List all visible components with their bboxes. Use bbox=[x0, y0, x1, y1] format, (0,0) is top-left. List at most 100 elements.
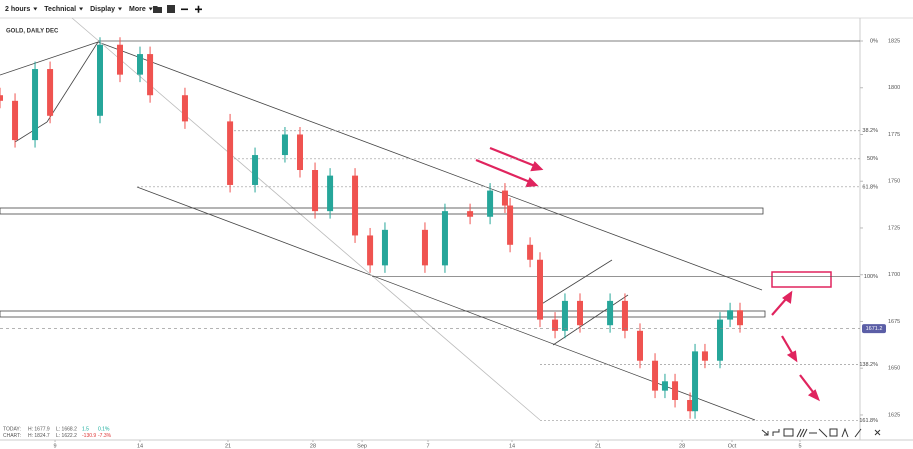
candle-body bbox=[487, 190, 494, 217]
candle-body bbox=[381, 229, 388, 266]
info-text: -130.9 bbox=[82, 433, 96, 439]
target-box bbox=[771, 271, 832, 288]
candle-body bbox=[467, 211, 474, 217]
arrow bbox=[771, 298, 787, 316]
candle-body bbox=[637, 330, 643, 361]
drawing-tools bbox=[761, 427, 881, 438]
arrow-head bbox=[786, 350, 798, 363]
info-text: TODAY: bbox=[3, 426, 21, 432]
x-tick-label: 28 bbox=[679, 443, 685, 449]
x-tick-label: 14 bbox=[137, 443, 143, 449]
info-text: H: 1677.9 bbox=[28, 426, 50, 432]
mini-channel bbox=[552, 294, 629, 346]
y-tick-label: 1675 bbox=[888, 319, 900, 325]
candle-body bbox=[652, 360, 659, 391]
x-tick-label: 28 bbox=[310, 443, 316, 449]
x-tick-label: 14 bbox=[509, 443, 515, 449]
arrow-head bbox=[782, 290, 793, 304]
x-tick-label: 9 bbox=[54, 443, 57, 449]
fib-label: 161.8% bbox=[859, 418, 878, 424]
candle-body bbox=[552, 319, 559, 331]
fib-label: 38.2% bbox=[862, 128, 878, 134]
info-text: L: 1622.2 bbox=[56, 433, 77, 439]
info-text: CHART: bbox=[3, 433, 21, 439]
open-icon[interactable] bbox=[153, 6, 162, 13]
x-tick-label: 5 bbox=[798, 443, 801, 449]
candle-body bbox=[607, 300, 614, 326]
wedge-line bbox=[46, 41, 99, 123]
tool-icon[interactable] bbox=[796, 428, 808, 438]
candle-body bbox=[47, 69, 54, 116]
candle-body bbox=[0, 95, 3, 101]
tool-icon[interactable] bbox=[761, 429, 769, 436]
arrow bbox=[799, 374, 814, 393]
wedge-line bbox=[0, 41, 99, 76]
y-tick-label: 1750 bbox=[888, 179, 900, 185]
x-tick-label: 21 bbox=[595, 443, 601, 449]
zone-rect bbox=[0, 207, 764, 215]
save-icon[interactable] bbox=[167, 5, 175, 13]
candle-body bbox=[501, 190, 508, 206]
candle-body bbox=[561, 300, 568, 331]
last-price-label: 1671.2 bbox=[866, 326, 883, 332]
candle-body bbox=[537, 259, 543, 320]
arrow bbox=[475, 158, 531, 184]
zoom-out-icon[interactable] bbox=[181, 8, 188, 11]
tool-icon[interactable] bbox=[818, 428, 828, 438]
candle-body bbox=[281, 134, 288, 156]
fib-label: 61.8% bbox=[862, 184, 878, 190]
tool-icon[interactable] bbox=[829, 428, 838, 437]
info-text: H: 1824.7 bbox=[28, 433, 50, 439]
toolbar-menu[interactable]: Technical bbox=[44, 6, 76, 13]
tool-icon[interactable] bbox=[841, 427, 849, 438]
dropdown-caret bbox=[117, 7, 122, 11]
toolbar-menu[interactable]: 2 hours bbox=[5, 6, 30, 13]
fib-label: 50% bbox=[867, 156, 878, 162]
candle-body bbox=[312, 170, 319, 212]
x-tick-label: 7 bbox=[426, 443, 429, 449]
channel-upper bbox=[97, 41, 763, 291]
fib-label: 0% bbox=[870, 38, 878, 44]
dropdown-caret bbox=[79, 7, 84, 11]
candle-body bbox=[527, 244, 534, 260]
candle-body bbox=[661, 381, 668, 391]
candle-body bbox=[147, 54, 154, 96]
x-tick-label: Sep bbox=[357, 443, 367, 449]
candle-body bbox=[32, 69, 39, 141]
tool-icon[interactable] bbox=[772, 429, 780, 436]
candle-body bbox=[672, 381, 679, 400]
tool-icon[interactable] bbox=[854, 428, 862, 438]
y-tick-label: 1650 bbox=[888, 366, 900, 372]
arrow bbox=[489, 146, 536, 168]
candle-body bbox=[737, 310, 743, 326]
y-tick-label: 1775 bbox=[888, 132, 900, 138]
channel-lower bbox=[136, 186, 756, 421]
arrow bbox=[781, 335, 793, 354]
fib-label: 100% bbox=[864, 274, 878, 280]
candle-body bbox=[252, 155, 259, 185]
candle-body bbox=[717, 319, 723, 361]
candle-body bbox=[701, 351, 708, 361]
info-text: 1.5 bbox=[82, 426, 89, 432]
y-tick-label: 1625 bbox=[888, 412, 900, 418]
candles bbox=[0, 37, 743, 419]
toolbar-menu[interactable]: Display bbox=[90, 6, 115, 13]
candle-body bbox=[297, 134, 303, 171]
toolbar-menu[interactable]: More bbox=[129, 6, 146, 13]
y-tick-label: 1825 bbox=[888, 38, 900, 44]
candle-body bbox=[352, 175, 359, 236]
x-tick-label: Oct bbox=[728, 443, 737, 449]
candle-body bbox=[687, 399, 694, 412]
tool-icon[interactable] bbox=[783, 428, 794, 437]
candle-body bbox=[727, 310, 734, 320]
candle-body bbox=[621, 300, 628, 331]
candle-body bbox=[421, 229, 428, 266]
toolbar bbox=[0, 0, 913, 18]
zoom-in-icon[interactable] bbox=[195, 5, 202, 13]
candle-body bbox=[577, 300, 583, 326]
close-icon[interactable] bbox=[874, 429, 881, 436]
info-text: -7.3% bbox=[98, 433, 112, 439]
x-tick-label: 21 bbox=[225, 443, 231, 449]
